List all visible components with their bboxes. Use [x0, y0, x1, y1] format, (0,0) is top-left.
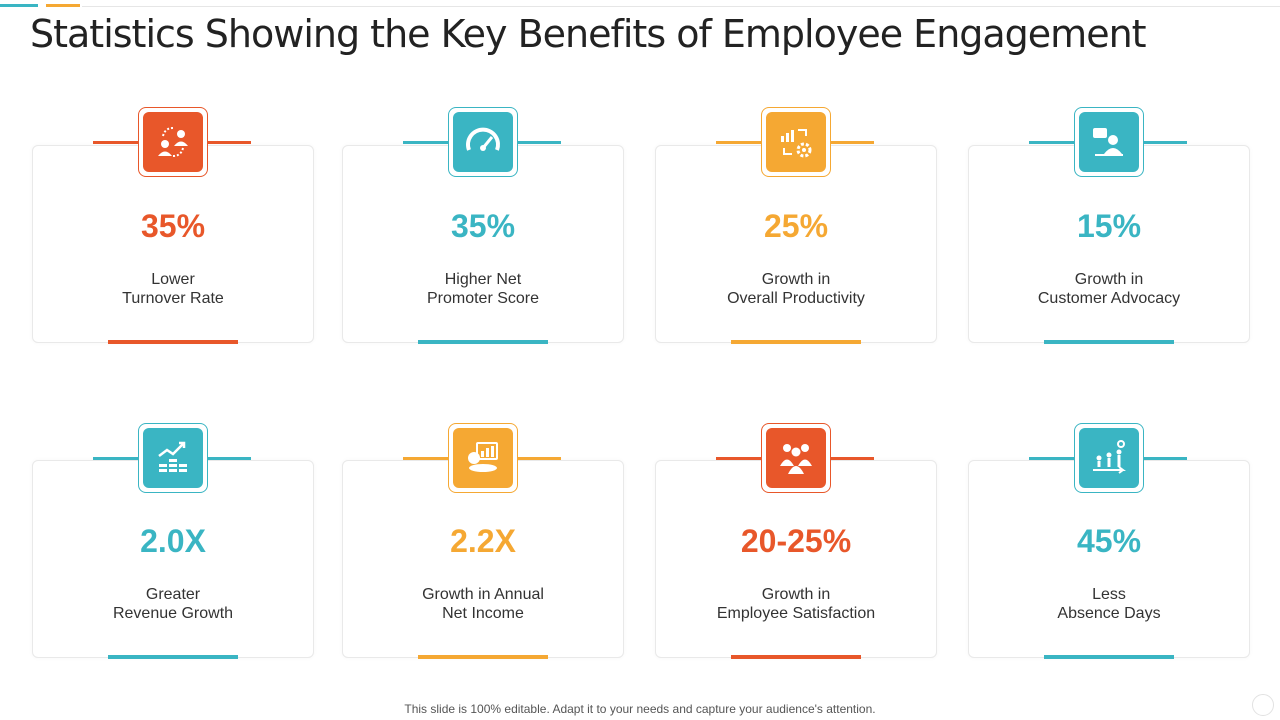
footer-note: This slide is 100% editable. Adapt it to… — [404, 702, 876, 716]
stat-value: 2.2X — [450, 523, 516, 559]
top-rule — [82, 6, 1280, 7]
employees-group-icon — [780, 444, 812, 474]
icon-frame — [448, 107, 518, 177]
card-bottom-bar — [731, 655, 861, 659]
stat-label: Less Absence Days — [1057, 586, 1161, 622]
card-bottom-bar — [108, 655, 238, 659]
speaker-presentation-icon — [1093, 128, 1123, 156]
stat-card-advocacy: 15% Growth in Customer Advocacy — [968, 145, 1250, 344]
card-bottom-bar — [418, 340, 548, 344]
stat-card-satisfaction: 20-25% Growth in Employee Satisfaction — [655, 460, 937, 659]
card-bottom-bar — [1044, 340, 1174, 344]
top-accent-teal — [0, 4, 38, 7]
stat-card-net-income: 2.2X Growth in Annual Net Income — [342, 460, 624, 659]
corner-circle — [1252, 694, 1274, 716]
stat-label: Higher Net Promoter Score — [426, 271, 540, 307]
stat-label: Greater Revenue Growth — [112, 586, 234, 622]
stat-label: Growth in Customer Advocacy — [1037, 271, 1181, 307]
speedometer-icon — [466, 127, 500, 151]
stat-card-revenue: 2.0X Greater Revenue Growth — [32, 460, 314, 659]
stat-label: Growth in Annual Net Income — [422, 586, 544, 622]
stat-value: 15% — [1076, 208, 1142, 244]
card-bottom-bar — [418, 655, 548, 659]
stat-value: 45% — [1076, 523, 1142, 559]
stat-value: 25% — [763, 208, 829, 244]
icon-frame — [138, 107, 208, 177]
stat-card-productivity: 25% Growth in Overall Productivity — [655, 145, 937, 344]
income-chart-icon — [468, 442, 498, 472]
icon-frame — [1074, 107, 1144, 177]
revenue-growth-icon — [158, 441, 187, 472]
stat-value: 35% — [450, 208, 516, 244]
card-bottom-bar — [1044, 655, 1174, 659]
attendance-progress-icon — [1093, 440, 1126, 474]
stat-value: 2.0X — [140, 523, 206, 559]
top-accent-yellow — [46, 4, 80, 7]
stat-card-promoter: 35% Higher Net Promoter Score — [342, 145, 624, 344]
card-bottom-bar — [731, 340, 861, 344]
icon-frame — [138, 423, 208, 493]
icon-frame — [761, 107, 831, 177]
stat-value: 20-25% — [740, 523, 852, 559]
card-bottom-bar — [108, 340, 238, 344]
stat-label: Lower Turnover Rate — [122, 271, 224, 307]
productivity-cycle-icon — [781, 129, 812, 158]
icon-frame — [448, 423, 518, 493]
stat-value: 35% — [140, 208, 206, 244]
team-exchange-icon — [158, 127, 188, 157]
stat-label: Growth in Overall Productivity — [727, 271, 865, 307]
icon-frame — [1074, 423, 1144, 493]
stat-label: Growth in Employee Satisfaction — [716, 586, 876, 622]
icon-frame — [761, 423, 831, 493]
stat-card-absence: 45% Less Absence Days — [968, 460, 1250, 659]
stat-card-turnover: 35% Lower Turnover Rate — [32, 145, 314, 344]
page-title: Statistics Showing the Key Benefits of E… — [30, 12, 1147, 56]
